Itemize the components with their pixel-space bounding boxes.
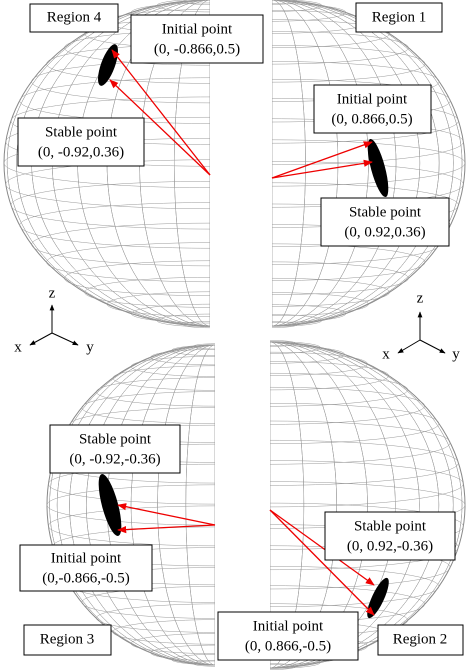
trajectory: [363, 576, 392, 621]
stable-title: Stable point: [354, 518, 427, 534]
region-label: Region 1: [372, 9, 427, 25]
axis-label: y: [86, 339, 94, 355]
initial-coords: (0, 0.866,-0.5): [245, 638, 331, 654]
trajectory: [363, 137, 392, 199]
stable-title: Stable point: [45, 124, 118, 140]
region-label: Region 3: [40, 631, 95, 647]
stable-coords: (0, 0.92,-0.36): [347, 538, 433, 554]
initial-title: Initial point: [162, 21, 233, 37]
figure: z x y z x y Region 4 Initial point (0, -…: [0, 0, 466, 670]
stable-coords: (0, 0.92,0.36): [344, 224, 425, 240]
region-label: Region 2: [393, 631, 448, 647]
axis-label: z: [417, 290, 424, 306]
axes-triad: z x y z x y: [14, 285, 460, 362]
axis-label: x: [382, 346, 390, 362]
axis-label: y: [452, 346, 460, 362]
initial-coords: (0, 0.866,0.5): [331, 111, 412, 127]
stable-coords: (0, -0.92,0.36): [38, 144, 124, 160]
initial-coords: (0,-0.866,-0.5): [42, 570, 129, 586]
initial-title: Initial point: [253, 618, 324, 634]
stable-coords: (0, -0.92,-0.36): [69, 451, 160, 467]
region-label: Region 4: [47, 9, 102, 25]
axis-label: x: [14, 339, 22, 355]
stable-title: Stable point: [349, 204, 422, 220]
initial-title: Initial point: [51, 550, 122, 566]
initial-title: Initial point: [337, 91, 408, 107]
axis-label: z: [49, 285, 56, 301]
stable-title: Stable point: [79, 431, 152, 447]
initial-coords: (0, -0.866,0.5): [154, 41, 240, 57]
